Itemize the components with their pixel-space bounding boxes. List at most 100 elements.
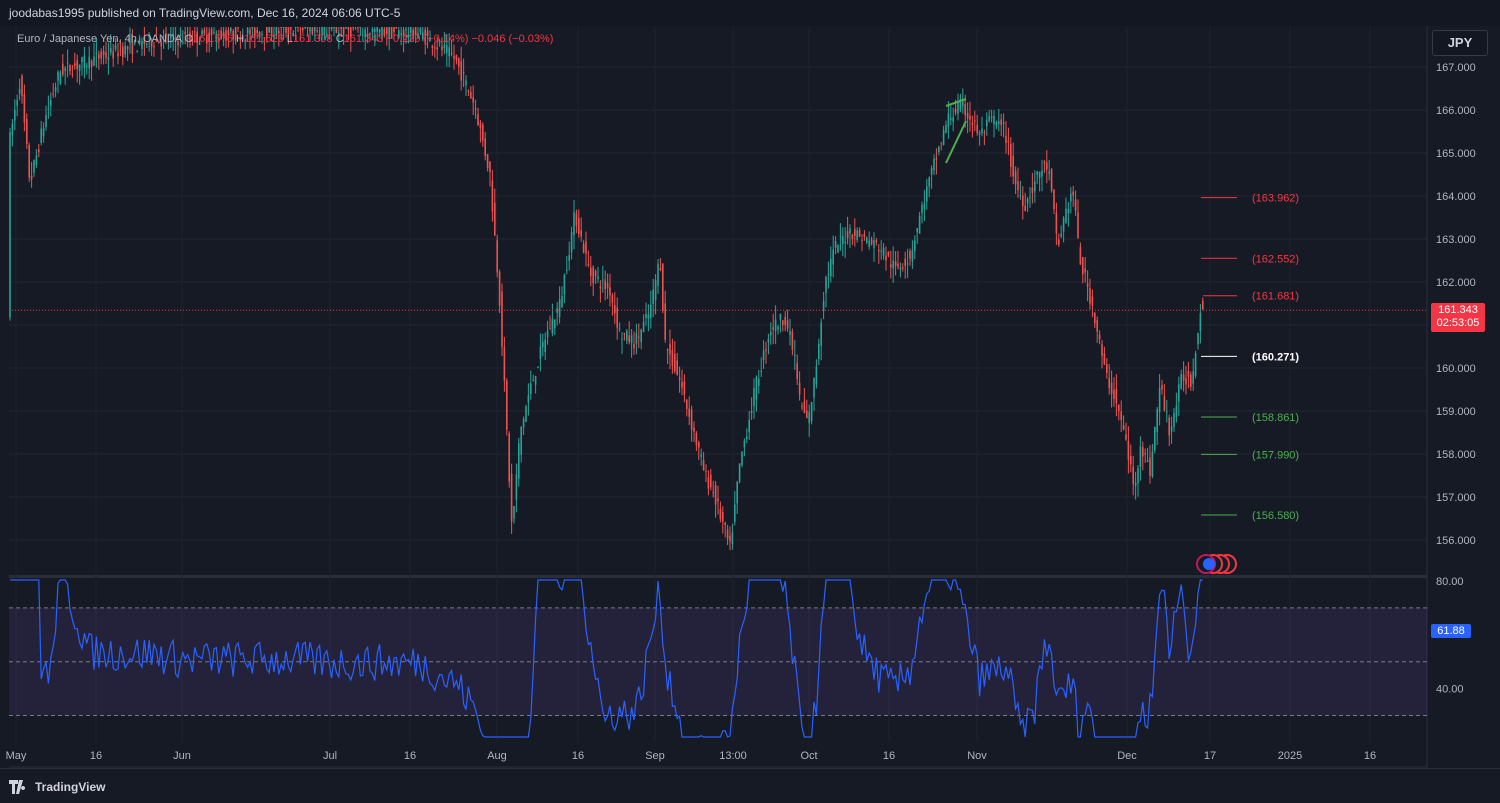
candle-body (736, 481, 738, 504)
candle-body (1060, 233, 1062, 237)
candle-body (107, 57, 110, 60)
candle-body (9, 132, 11, 318)
candle-body (508, 433, 510, 482)
currency-button[interactable]: JPY (1432, 30, 1488, 56)
time-axis-label: 16 (90, 750, 102, 762)
candle-body (827, 273, 830, 275)
candle-body (136, 51, 138, 53)
candle-body (1137, 468, 1139, 484)
candle-body (1146, 459, 1149, 462)
candle-body (258, 32, 261, 38)
candle-body (1108, 377, 1110, 388)
low-value: 161.308 (292, 33, 333, 45)
candle-body (198, 42, 201, 45)
candle-body (652, 289, 654, 305)
candle-body (448, 47, 450, 57)
candle-body (268, 27, 270, 33)
candle-body (405, 28, 407, 31)
candle-body (1017, 181, 1019, 191)
candle-body (602, 279, 604, 281)
candle-body (105, 52, 107, 58)
candle-body (1158, 388, 1161, 412)
candle-body (614, 305, 616, 314)
candle-body (909, 251, 911, 259)
chart-panel[interactable] (9, 26, 1427, 767)
candle-body (280, 27, 282, 28)
time-axis-label: Jul (323, 750, 337, 762)
countdown-value: 02:53:05 (1436, 317, 1480, 329)
candle-body (335, 27, 338, 33)
candle-body (206, 34, 208, 44)
candle-body (626, 330, 628, 341)
candle-body (484, 138, 486, 156)
open-value: 161.576 (193, 33, 233, 45)
candle-body (1048, 171, 1050, 174)
time-axis-label: Nov (967, 750, 987, 762)
candle-body (30, 175, 33, 180)
candle-body (35, 155, 38, 165)
candle-body (837, 245, 839, 253)
candles (9, 27, 1204, 551)
candle-body (158, 41, 160, 44)
rsi-line (10, 579, 1203, 738)
candle-body (203, 29, 206, 34)
candle-body (47, 108, 50, 110)
candle-body (630, 335, 633, 343)
candle-body (674, 353, 676, 372)
candle-body (748, 419, 750, 433)
candle-body (897, 263, 899, 267)
tradingview-brand[interactable]: TradingView (9, 779, 105, 795)
candle-body (1046, 162, 1048, 170)
candle-body (95, 52, 98, 54)
candle-body (419, 28, 422, 32)
candle-body (556, 308, 558, 313)
candle-body (638, 336, 640, 338)
candle-body (513, 506, 515, 519)
candle-body (1019, 195, 1022, 197)
candle-body (282, 27, 285, 28)
candle-body (482, 124, 484, 141)
candle-body (218, 39, 220, 41)
candle-body (1072, 191, 1074, 196)
price-axis-label: 163.000 (1436, 234, 1476, 246)
candle-body (196, 31, 198, 43)
candle-body (431, 45, 434, 48)
candle-body (818, 343, 820, 359)
candle-body (1000, 119, 1002, 125)
candle-body (710, 474, 712, 488)
candle-body (882, 247, 885, 256)
trend-annotation-bottom (945, 120, 967, 164)
ohlc-legend: Euro / Japanese Yen, 4h, OANDA O161.576 … (17, 33, 553, 45)
candle-body (866, 237, 868, 243)
publish-info: joodabas1995 published on TradingView.co… (9, 6, 401, 20)
candle-body (815, 366, 818, 384)
candle-body (318, 34, 321, 36)
candle-body (314, 27, 316, 32)
candle-body (117, 52, 119, 57)
candle-body (83, 55, 86, 69)
candle-body (522, 418, 525, 428)
candle-body (261, 33, 263, 35)
candle-body (520, 426, 522, 455)
candle-body (549, 328, 551, 330)
candle-body (14, 109, 16, 121)
candle-body (470, 92, 472, 99)
candle-body (606, 283, 609, 289)
candle-body (914, 240, 916, 251)
candle-body (38, 149, 40, 152)
candle-body (1038, 171, 1041, 179)
candle-body (928, 177, 930, 187)
candle-body (11, 123, 14, 136)
candle-body (395, 27, 398, 29)
candle-body (657, 263, 659, 286)
candle-body (23, 94, 26, 123)
candle-body (114, 45, 117, 49)
candle-body (273, 35, 275, 38)
candle-body (750, 410, 753, 414)
candle-body (950, 118, 952, 120)
candle-body (870, 239, 873, 244)
candle-body (441, 46, 443, 51)
candle-body (645, 314, 647, 319)
candle-body (647, 314, 650, 319)
